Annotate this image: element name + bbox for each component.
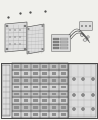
Bar bbox=[60, 47, 68, 49]
Bar bbox=[69, 64, 96, 117]
Bar bbox=[33, 79, 38, 82]
Bar bbox=[52, 79, 56, 82]
Bar bbox=[68, 63, 97, 118]
Bar bbox=[1, 63, 12, 118]
FancyBboxPatch shape bbox=[52, 35, 70, 51]
Bar bbox=[12, 111, 68, 118]
Bar bbox=[24, 99, 28, 102]
Bar bbox=[12, 84, 68, 90]
Bar bbox=[42, 113, 47, 116]
Bar bbox=[61, 106, 66, 109]
Bar bbox=[24, 79, 28, 82]
Bar bbox=[42, 65, 47, 68]
Bar bbox=[33, 106, 38, 109]
Bar bbox=[60, 41, 68, 43]
Bar bbox=[53, 41, 59, 43]
Circle shape bbox=[73, 93, 75, 96]
Ellipse shape bbox=[83, 39, 87, 41]
Polygon shape bbox=[27, 24, 44, 54]
Bar bbox=[12, 77, 68, 84]
Bar bbox=[52, 93, 56, 95]
Bar bbox=[0, 0, 98, 63]
Bar bbox=[61, 99, 66, 102]
Bar bbox=[12, 63, 68, 70]
FancyBboxPatch shape bbox=[80, 22, 92, 30]
Bar bbox=[14, 86, 19, 88]
Bar bbox=[33, 72, 38, 75]
Bar bbox=[12, 97, 68, 104]
Bar bbox=[42, 99, 47, 102]
Bar bbox=[24, 113, 28, 116]
Circle shape bbox=[92, 93, 94, 96]
Circle shape bbox=[42, 48, 43, 50]
Bar bbox=[24, 106, 28, 109]
Bar bbox=[52, 99, 56, 102]
Bar bbox=[24, 93, 28, 95]
Circle shape bbox=[89, 25, 91, 27]
Bar bbox=[42, 72, 47, 75]
Bar bbox=[1, 63, 97, 118]
Bar bbox=[61, 86, 66, 88]
Bar bbox=[61, 93, 66, 95]
Bar bbox=[33, 65, 38, 68]
Bar bbox=[53, 44, 59, 46]
Bar bbox=[52, 86, 56, 88]
Bar bbox=[14, 72, 19, 75]
Circle shape bbox=[82, 78, 84, 81]
Bar bbox=[1, 63, 97, 118]
Circle shape bbox=[6, 48, 8, 50]
Bar bbox=[61, 79, 66, 82]
Circle shape bbox=[85, 25, 87, 27]
Bar bbox=[52, 65, 56, 68]
Bar bbox=[14, 113, 19, 116]
Bar bbox=[24, 86, 28, 88]
Circle shape bbox=[80, 33, 83, 36]
Circle shape bbox=[28, 28, 29, 30]
Bar bbox=[42, 93, 47, 95]
Bar bbox=[33, 93, 38, 95]
Circle shape bbox=[81, 25, 83, 27]
Bar bbox=[61, 72, 66, 75]
Bar bbox=[52, 106, 56, 109]
Circle shape bbox=[24, 25, 26, 27]
Bar bbox=[42, 106, 47, 109]
Bar bbox=[53, 38, 59, 40]
Bar bbox=[33, 99, 38, 102]
Bar bbox=[60, 44, 68, 46]
Circle shape bbox=[73, 78, 75, 81]
Circle shape bbox=[82, 93, 84, 96]
Bar bbox=[24, 72, 28, 75]
Circle shape bbox=[6, 25, 8, 27]
Circle shape bbox=[82, 108, 84, 111]
Bar bbox=[12, 90, 68, 97]
Bar bbox=[24, 65, 28, 68]
Bar bbox=[42, 86, 47, 88]
Circle shape bbox=[87, 36, 89, 38]
Bar bbox=[12, 70, 68, 77]
Bar bbox=[14, 65, 19, 68]
Bar bbox=[12, 104, 68, 111]
Polygon shape bbox=[5, 22, 27, 52]
Bar bbox=[61, 113, 66, 116]
Circle shape bbox=[42, 25, 43, 27]
Bar bbox=[61, 65, 66, 68]
Bar bbox=[33, 113, 38, 116]
Bar bbox=[2, 65, 10, 116]
Circle shape bbox=[92, 78, 94, 81]
Bar bbox=[14, 106, 19, 109]
Bar bbox=[52, 72, 56, 75]
Circle shape bbox=[24, 48, 26, 50]
Circle shape bbox=[28, 51, 29, 53]
Bar bbox=[60, 38, 68, 40]
Bar bbox=[14, 93, 19, 95]
Bar bbox=[52, 113, 56, 116]
Circle shape bbox=[73, 108, 75, 111]
Bar bbox=[42, 79, 47, 82]
Bar bbox=[14, 99, 19, 102]
Bar bbox=[33, 86, 38, 88]
Circle shape bbox=[92, 108, 94, 111]
Bar bbox=[14, 79, 19, 82]
Bar bbox=[53, 47, 59, 49]
